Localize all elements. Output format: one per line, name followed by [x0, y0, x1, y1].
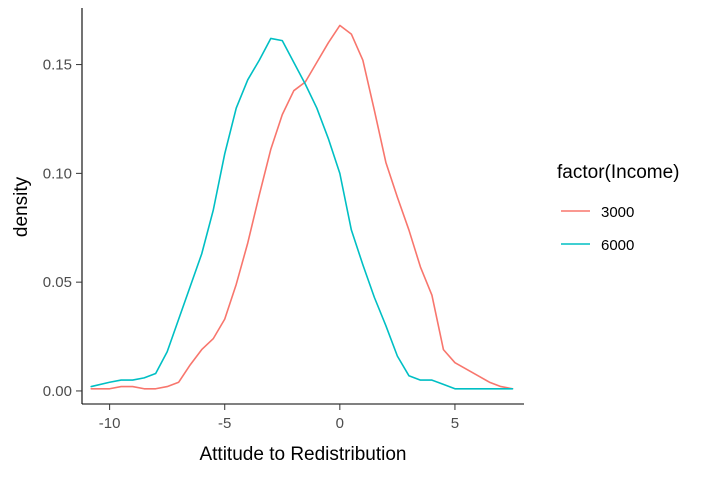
legend: factor(Income) 3000 6000: [557, 162, 679, 254]
x-tick-label: -5: [218, 415, 231, 432]
series-layer: [90, 24, 514, 390]
y-tick-label: 0.05: [43, 274, 72, 291]
y-tick-label: 0.10: [43, 165, 72, 182]
legend-label-3000: 3000: [601, 204, 634, 221]
x-tick-label: -10: [99, 415, 121, 432]
series-line-3000: [90, 24, 514, 390]
y-axis-ticks: 0.00 0.05 0.10 0.15: [43, 57, 82, 400]
x-tick-label: 5: [451, 415, 459, 432]
y-tick-label: 0.00: [43, 383, 72, 400]
series-line-6000: [90, 37, 514, 390]
y-axis-title: density: [11, 176, 32, 237]
x-tick-label: 0: [336, 415, 344, 432]
legend-items: 3000 6000: [561, 204, 634, 254]
legend-label-6000: 6000: [601, 237, 634, 254]
y-tick-label: 0.15: [43, 57, 72, 74]
legend-title: factor(Income): [557, 162, 679, 183]
x-axis-title: Attitude to Redistribution: [199, 444, 406, 465]
x-axis-ticks: -10 -5 0 5: [99, 404, 459, 432]
